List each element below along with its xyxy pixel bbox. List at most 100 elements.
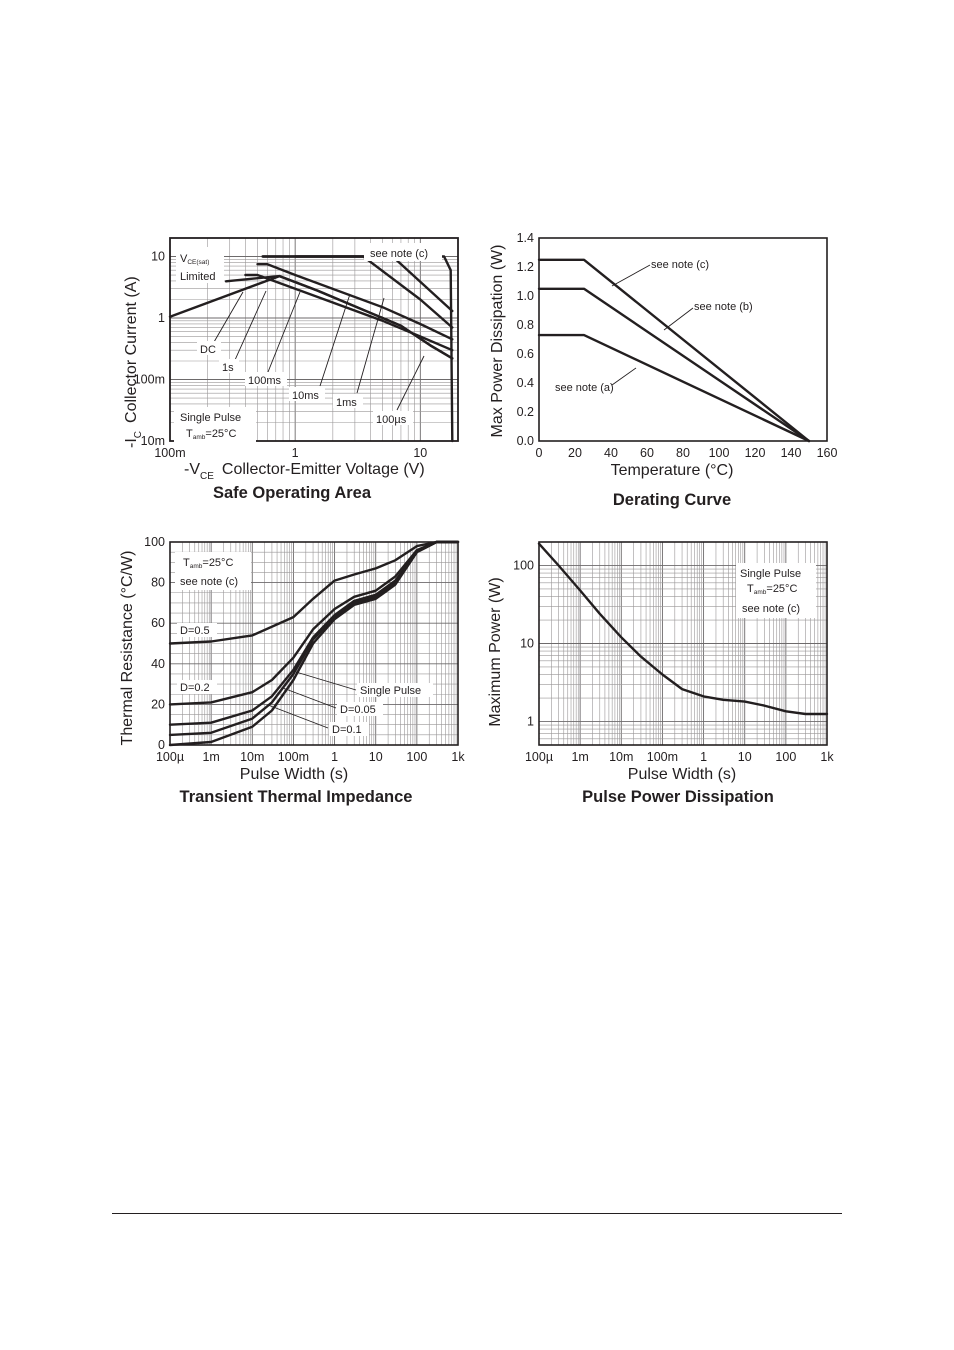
derating-x-tick-label: 20: [568, 446, 582, 460]
derating-series-see-note-a-line: [537, 333, 811, 443]
pulse-x-tick-label: 100m: [647, 750, 678, 764]
pulse-single-pulse-label: Single Pulse: [740, 568, 801, 580]
derating-y-tick-label: 0.0: [517, 434, 534, 448]
thermal-x-tick-label: 100m: [278, 750, 309, 764]
pulse-x-axis-label: Pulse Width (s): [628, 766, 736, 783]
pulse-note-label: see note (c): [742, 603, 800, 615]
pulse-conditions-box: [736, 563, 816, 618]
soa-vcesat-box: [176, 247, 224, 283]
soa-series-1s-line: [224, 274, 454, 360]
soa-conditions-box: [174, 407, 256, 445]
soa-note-label: see note (c): [370, 248, 428, 260]
thermal-series-single-pulse-line: [168, 540, 460, 747]
pulse-series: [537, 542, 829, 716]
pulse-x-tick-label: 1k: [820, 750, 834, 764]
soa-x-axis-label: -VCE Collector-Emitter Voltage (V): [184, 461, 425, 482]
pulse-tamb-label: Tamb=25°C: [747, 583, 797, 596]
thermal-x-tick-label: 100: [406, 750, 427, 764]
derating-x-tick-label: 60: [640, 446, 654, 460]
soa-x-tick-label: 100m: [154, 446, 185, 460]
thermal-y-tick-label: 60: [151, 616, 165, 630]
thermal-series: [168, 540, 460, 747]
thermal-label-d005: D=0.05: [340, 704, 376, 716]
soa-limited-label: Limited: [180, 271, 215, 283]
soa-y-tick-label: 10m: [141, 434, 165, 448]
soa-series-1ms-line: [261, 255, 454, 329]
derating-series: [537, 258, 811, 443]
derating-curve-labels: see note (c) see note (b) see note (a): [555, 259, 753, 394]
thermal-y-tick-label: 40: [151, 657, 165, 671]
derating-series-see-note-c-line: [537, 258, 811, 443]
thermal-y-ticks: 0 20 40 60 80 100: [144, 535, 165, 752]
derating-x-axis-label: Temperature (°C): [611, 462, 734, 479]
thermal-y-axis-label: Thermal Resistance (°C/W): [119, 551, 136, 746]
soa-label-100ms: 100ms: [248, 375, 282, 387]
soa-y-ticks: 10m 100m 1 10: [134, 250, 165, 448]
soa-note-box: [364, 243, 442, 261]
soa-series-10ms-line: [256, 263, 454, 341]
soa-y-tick-label: 1: [158, 311, 165, 325]
soa-label-dc: DC: [200, 344, 216, 356]
thermal-x-tick-label: 1k: [451, 750, 465, 764]
derating-x-tick-label: 120: [745, 446, 766, 460]
soa-y-axis-label: -ICCollector Current (A): [123, 276, 144, 448]
pulse-x-tick-label: 10: [738, 750, 752, 764]
soa-x-tick-label: 1: [292, 446, 299, 460]
thermal-curve-labels: D=0.5 D=0.2 Single Pulse D=0.05 D=0.1: [177, 623, 433, 736]
soa-label-1ms: 1ms: [336, 397, 357, 409]
thermal-tamb-label: Tamb=25°C: [183, 557, 233, 570]
soa-label-1s: 1s: [222, 362, 234, 374]
derating-y-tick-label: 0.4: [517, 376, 534, 390]
derating-plot-frame: [538, 237, 828, 442]
derating-x-tick-label: 40: [604, 446, 618, 460]
thermal-y-tick-label: 80: [151, 576, 165, 590]
derating-x-tick-label: 140: [781, 446, 802, 460]
soa-series-100ms-line: [244, 273, 454, 352]
derating-label-note-c: see note (c): [651, 259, 709, 271]
thermal-plot-frame: [169, 541, 459, 746]
soa-chart-title: Safe Operating Area: [213, 484, 372, 502]
soa-x-ticks: 100m 1 10: [154, 446, 427, 460]
derating-y-tick-label: 1.0: [517, 289, 534, 303]
derating-y-tick-label: 1.2: [517, 260, 534, 274]
thermal-chart-title: Transient Thermal Impedance: [180, 788, 413, 806]
soa-vcesat-label: VCE(sat): [180, 253, 209, 266]
thermal-y-tick-label: 0: [158, 738, 165, 752]
thermal-x-tick-label: 1: [331, 750, 338, 764]
derating-y-ticks: 0.0 0.2 0.4 0.6 0.8 1.0 1.2 1.4: [517, 231, 534, 448]
derating-label-note-b: see note (b): [694, 301, 753, 313]
thermal-label-d05: D=0.5: [180, 625, 210, 637]
soa-curve-labels: DC 1s 100ms 10ms 1ms 100µs: [197, 290, 425, 426]
thermal-x-tick-label: 10: [369, 750, 383, 764]
pulse-x-tick-label: 10m: [609, 750, 633, 764]
thermal-x-tick-label: 10m: [240, 750, 264, 764]
pulse-series-boundary-line: [537, 542, 829, 716]
pulse-power-dissipation-chart: 100µ 1m 10m 100m 1 10 100 1k 1 10 100 Single Puls…: [487, 541, 834, 806]
footer-rule: [112, 1213, 842, 1214]
soa-label-100us: 100µs: [376, 414, 407, 426]
pulse-x-tick-label: 1: [700, 750, 707, 764]
pulse-x-tick-label: 100: [775, 750, 796, 764]
soa-label-10ms: 10ms: [292, 390, 319, 402]
pulse-y-axis-label: Maximum Power (W): [487, 577, 504, 726]
thermal-label-d01: D=0.1: [332, 724, 362, 736]
derating-y-tick-label: 0.8: [517, 318, 534, 332]
soa-single-pulse-label: Single Pulse: [180, 412, 241, 424]
pulse-y-tick-label: 1: [527, 715, 534, 729]
thermal-conditions-box: [175, 552, 251, 590]
derating-x-tick-label: 160: [817, 446, 838, 460]
pulse-x-tick-label: 100µ: [525, 750, 553, 764]
derating-x-tick-label: 80: [676, 446, 690, 460]
thermal-y-tick-label: 100: [144, 535, 165, 549]
thermal-note-label: see note (c): [180, 576, 238, 588]
derating-curve-chart: 0 20 40 60 80 100 120 140 160 0.0 0.2 0.4 0.6 0.8 1.0…: [489, 231, 837, 509]
pulse-plot-frame: [538, 541, 828, 746]
derating-x-tick-label: 100: [709, 446, 730, 460]
thermal-series-d-0-2-line: [168, 540, 460, 706]
pulse-y-ticks: 1 10 100: [513, 558, 534, 728]
derating-y-tick-label: 1.4: [517, 231, 534, 245]
soa-y-tick-label: 10: [151, 250, 165, 264]
derating-label-note-a: see note (a): [555, 382, 614, 394]
derating-x-ticks: 0 20 40 60 80 100 120 140 160: [536, 446, 838, 460]
